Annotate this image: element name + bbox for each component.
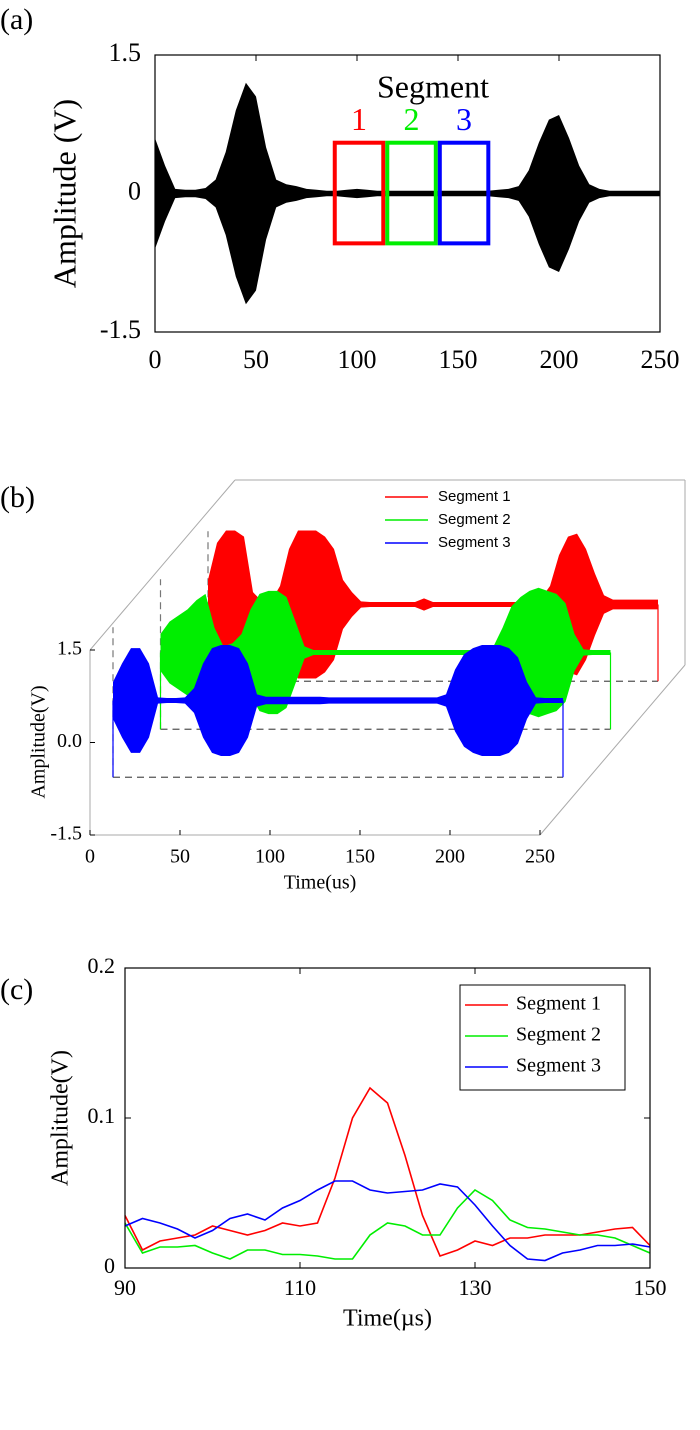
x-tick-label: 150: [345, 846, 375, 868]
panel-label: (b): [0, 481, 35, 514]
x-tick-label: 200: [540, 345, 579, 374]
legend-label: Segment 1: [516, 993, 601, 1015]
panel-label: (c): [0, 973, 33, 1006]
legend-label: Segment 3: [438, 534, 511, 551]
series-line: [124, 1086, 651, 1257]
segment-label: 3: [456, 101, 472, 137]
x-tick-label: 250: [641, 345, 680, 374]
y-tick-label: -1.5: [50, 823, 82, 845]
annotation: Segment: [377, 68, 489, 104]
x-tick-label: 110: [284, 1275, 316, 1300]
panel-label: (a): [0, 3, 33, 36]
y-tick-label: -1.5: [100, 315, 141, 344]
segment-label: 2: [404, 101, 420, 137]
legend-label: Segment 2: [516, 1024, 601, 1046]
series-line: [124, 1180, 651, 1262]
y-tick-label: 0.2: [88, 953, 116, 978]
y-axis-label: Amplitude(V): [28, 685, 50, 798]
legend-box: [459, 984, 626, 1091]
x-tick-label: 90: [114, 1275, 136, 1300]
x-tick-label: 0: [149, 345, 162, 374]
y-tick-label: 0: [104, 1253, 115, 1278]
legend-label: Segment 1: [438, 488, 511, 505]
x-tick-label: 100: [338, 345, 377, 374]
y-tick-label: 1.5: [109, 38, 142, 67]
plot-frame: [154, 54, 661, 333]
segment-box: [385, 140, 438, 246]
segment-label: 1: [351, 101, 367, 137]
trace-envelope: [208, 530, 658, 679]
x-tick-label: 50: [243, 345, 269, 374]
y-tick-label: 0: [128, 176, 141, 205]
x-axis-label: Time(us): [284, 872, 357, 894]
x-tick-label: 150: [439, 345, 478, 374]
x-tick-label: 130: [459, 1275, 492, 1300]
x-tick-label: 250: [525, 846, 555, 868]
x-tick-label: 0: [85, 846, 95, 868]
trace-envelope: [160, 587, 611, 718]
y-tick-label: 0.0: [57, 730, 82, 752]
trace-envelope: [113, 645, 563, 756]
box-edge: [89, 479, 236, 651]
plot-frame: [124, 967, 651, 1269]
y-axis-label: Amplitude (V): [46, 99, 82, 288]
legend-label: Segment 3: [516, 1055, 601, 1077]
y-tick-label: 0.1: [88, 1103, 116, 1128]
x-axis-label: Time(µs): [343, 1306, 432, 1332]
y-axis-label: Amplitude(V): [48, 1050, 74, 1186]
series-line: [124, 1188, 651, 1260]
segment-box: [332, 140, 386, 246]
box-edge: [539, 664, 686, 836]
x-tick-label: 50: [170, 846, 190, 868]
y-tick-label: 1.5: [57, 638, 82, 660]
x-tick-label: 200: [435, 846, 465, 868]
x-tick-label: 100: [255, 846, 285, 868]
x-tick-label: 150: [634, 1275, 667, 1300]
segment-box: [437, 140, 491, 246]
legend-label: Segment 2: [438, 511, 511, 528]
